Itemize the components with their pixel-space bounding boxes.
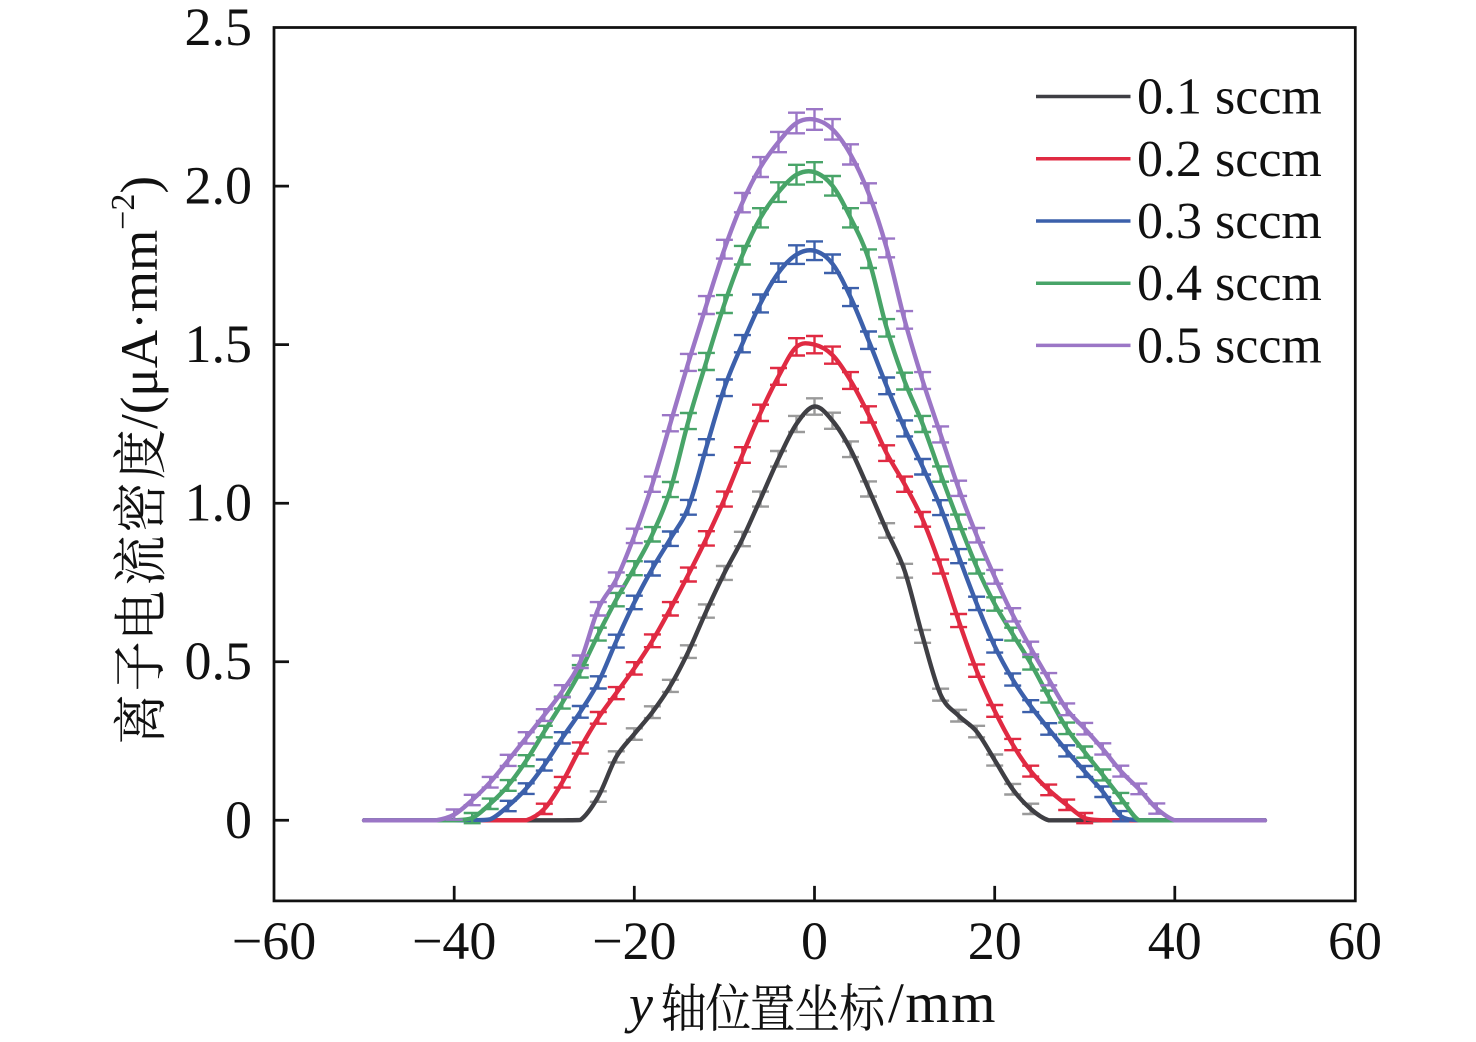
svg-text:0.1 sccm: 0.1 sccm	[1137, 69, 1322, 126]
svg-text:60: 60	[1328, 911, 1382, 971]
svg-text:y: y	[624, 974, 653, 1034]
svg-text:−40: −40	[412, 911, 496, 971]
svg-text:−60: −60	[232, 911, 316, 971]
svg-text:0.2 sccm: 0.2 sccm	[1137, 131, 1322, 188]
svg-text:0: 0	[801, 911, 828, 971]
svg-text:0.5: 0.5	[185, 631, 253, 691]
svg-text:0.5 sccm: 0.5 sccm	[1137, 317, 1322, 374]
svg-text:0: 0	[225, 790, 252, 850]
svg-text:2.0: 2.0	[185, 156, 253, 216]
svg-text:1.0: 1.0	[185, 473, 253, 533]
svg-text:/mm: /mm	[888, 972, 997, 1035]
svg-text:1.5: 1.5	[185, 314, 253, 374]
svg-text:2.5: 2.5	[185, 0, 253, 57]
svg-text:20: 20	[968, 911, 1022, 971]
svg-text:0.3 sccm: 0.3 sccm	[1137, 193, 1322, 250]
svg-text:−20: −20	[592, 911, 676, 971]
svg-text:40: 40	[1148, 911, 1202, 971]
svg-text:0.4 sccm: 0.4 sccm	[1137, 255, 1322, 312]
